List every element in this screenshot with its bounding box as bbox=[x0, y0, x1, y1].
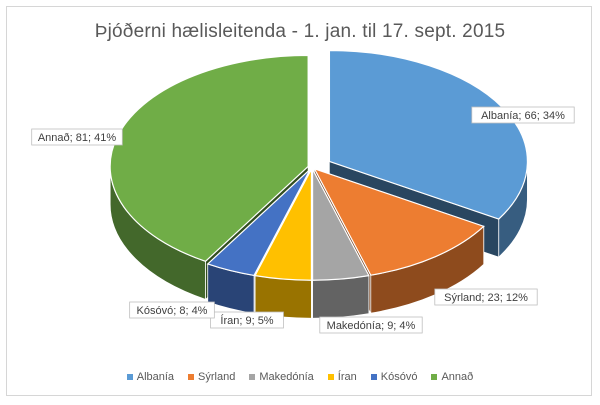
slice-sýrland bbox=[313, 167, 485, 276]
data-label-box-annað bbox=[31, 128, 123, 146]
data-label-box-albanía bbox=[471, 106, 575, 124]
legend-swatch bbox=[327, 374, 334, 380]
data-label-box-sýrland bbox=[434, 288, 538, 306]
chart-frame: Þjóðerni hælisleitenda - 1. jan. til 17.… bbox=[6, 6, 592, 396]
slice-kósóvó bbox=[206, 168, 311, 277]
legend-swatch bbox=[188, 374, 195, 380]
data-label-íran: Íran; 9; 5% bbox=[220, 314, 273, 327]
legend-swatch bbox=[126, 374, 133, 380]
legend-item-kósóvó: Kósóvó bbox=[370, 371, 418, 383]
legend-label: Makedónía bbox=[259, 371, 314, 383]
legend-label: Íran bbox=[337, 371, 357, 383]
legend-item-makedónía: Makedónía bbox=[249, 371, 314, 383]
pie-chart: Albanía; 66; 34% Sýrland; 23; 12% Makedóní… bbox=[31, 49, 575, 334]
legend-item-annað: Annað bbox=[431, 371, 473, 383]
chart-title: Þjóðerni hælisleitenda - 1. jan. til 17.… bbox=[94, 21, 506, 42]
legend-label: Kósóvó bbox=[380, 371, 418, 383]
pie-tops bbox=[109, 49, 529, 281]
legend-item-sýrland: Sýrland bbox=[188, 371, 235, 383]
data-label-box-íran bbox=[210, 311, 284, 329]
data-label-sýrland: Sýrland; 23; 12% bbox=[444, 292, 528, 304]
legend-label: Albanía bbox=[136, 371, 175, 383]
slice-íran bbox=[254, 168, 313, 281]
data-label-albanía: Albanía; 66; 34% bbox=[481, 110, 565, 122]
data-label-box-kósóvó bbox=[129, 301, 215, 319]
legend-item-albanía: Albanía bbox=[126, 371, 175, 383]
data-label-makedónía: Makedónía; 9; 4% bbox=[327, 320, 416, 332]
slice-makedónía bbox=[311, 168, 370, 281]
legend-label: Annað bbox=[441, 371, 474, 383]
legend-swatch bbox=[249, 374, 256, 380]
data-label-annað: Annað; 81; 41% bbox=[38, 132, 117, 144]
legend-swatch bbox=[431, 374, 438, 380]
slice-side-makedónía bbox=[312, 275, 370, 319]
chart-legend: Albanía Sýrland Makedónía Íran Kósóvó Annað bbox=[7, 371, 593, 383]
data-label-box-makedónía bbox=[319, 316, 423, 334]
legend-swatch bbox=[370, 374, 377, 380]
data-label-kósóvó: Kósóvó; 8; 4% bbox=[137, 305, 208, 317]
legend-label: Sýrland bbox=[198, 371, 236, 383]
legend-item-íran: Íran bbox=[327, 371, 357, 383]
pie-labels: Albanía; 66; 34% Sýrland; 23; 12% Makedóní… bbox=[31, 106, 575, 334]
